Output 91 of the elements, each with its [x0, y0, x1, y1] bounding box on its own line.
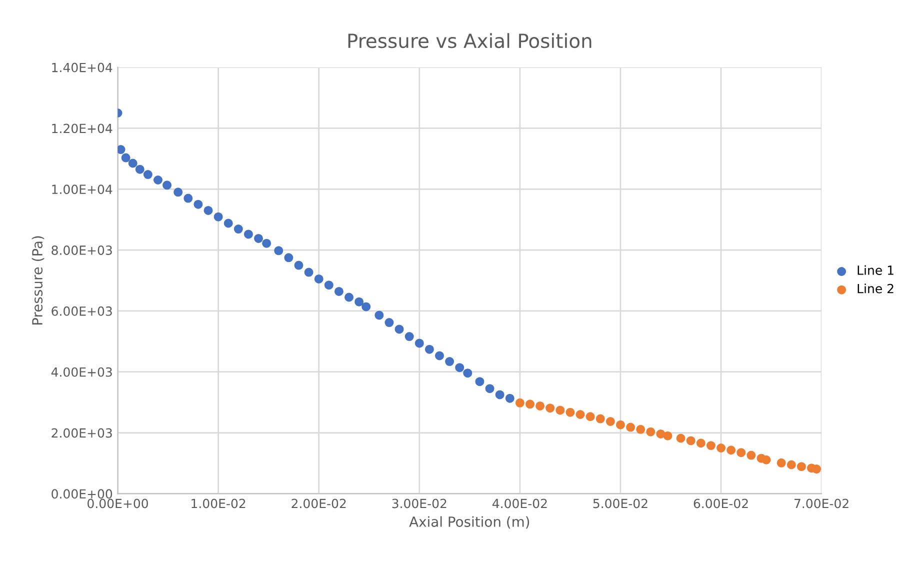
- point: [435, 351, 444, 360]
- point: [153, 176, 162, 184]
- x-tick-label: 6.00E-02: [694, 498, 748, 508]
- point: [118, 145, 126, 154]
- point: [696, 438, 706, 448]
- y-tick-label: 8.00E+03: [52, 246, 112, 255]
- point: [616, 420, 625, 430]
- point: [676, 434, 686, 443]
- y-tick-label: 6.00E+03: [52, 306, 112, 316]
- point: [234, 224, 243, 234]
- x-axis-title: Axial Position (m): [409, 516, 530, 529]
- point: [214, 212, 223, 222]
- point: [274, 246, 284, 256]
- point: [546, 404, 555, 413]
- x-tick-label: 0.00E+00: [88, 498, 148, 508]
- point: [224, 218, 233, 228]
- point: [596, 414, 605, 424]
- point: [505, 394, 514, 403]
- y-tick-label: 1.40E+04: [52, 62, 112, 72]
- y-tick-label: 4.00E+03: [51, 367, 112, 377]
- point: [121, 153, 130, 162]
- point: [354, 297, 364, 306]
- point: [304, 268, 314, 277]
- point: [536, 401, 545, 410]
- point: [244, 230, 253, 239]
- point: [663, 431, 672, 440]
- x-tick-label: 1.00E-02: [192, 498, 246, 508]
- point: [314, 274, 324, 284]
- y-axis-title: Pressure (Pa): [32, 236, 44, 325]
- point: [374, 310, 384, 320]
- point: [812, 464, 822, 474]
- point: [128, 158, 138, 168]
- point: [495, 390, 504, 400]
- point: [324, 280, 334, 290]
- point: [636, 424, 646, 434]
- point: [384, 318, 394, 328]
- point: [463, 368, 472, 378]
- x-tick-label: 2.00E-02: [292, 498, 346, 508]
- point: [525, 400, 534, 409]
- point: [475, 377, 484, 386]
- point: [135, 164, 144, 174]
- point: [762, 455, 771, 464]
- x-tick-label: 3.00E-02: [392, 498, 446, 508]
- point: [736, 448, 746, 458]
- point: [726, 446, 736, 455]
- point: [566, 408, 575, 417]
- x-tick-label: 7.00E-02: [794, 498, 848, 508]
- legend-label: Line 1: [858, 265, 894, 275]
- y-tick-label: 1.20E+04: [52, 124, 112, 134]
- point: [174, 188, 183, 197]
- point: [262, 238, 272, 248]
- point: [455, 363, 464, 372]
- point: [143, 170, 152, 180]
- point: [254, 234, 264, 243]
- point: [394, 324, 404, 334]
- point: [626, 422, 636, 432]
- chart-title: Pressure vs Axial Position: [348, 33, 592, 48]
- point: [686, 436, 696, 446]
- point: [786, 460, 796, 470]
- y-tick-label: 0.00E+00: [52, 489, 112, 499]
- point: [796, 462, 806, 472]
- point: [344, 292, 354, 302]
- y-tick-label: 1.00E+04: [52, 184, 112, 194]
- point: [414, 338, 424, 348]
- point: [162, 180, 172, 190]
- point: [204, 206, 213, 215]
- point: [776, 458, 786, 468]
- point: [485, 384, 494, 394]
- point: [716, 444, 726, 452]
- point: [556, 406, 565, 415]
- point: [746, 450, 756, 460]
- point: [586, 412, 595, 422]
- point: [424, 344, 434, 354]
- point: [706, 441, 716, 450]
- point: [294, 260, 304, 270]
- y-tick-label: 2.00E+03: [52, 428, 112, 438]
- point: [284, 253, 294, 262]
- point: [334, 286, 344, 296]
- point: [194, 200, 203, 209]
- point: [656, 429, 666, 438]
- point: [404, 332, 414, 342]
- point: [445, 357, 454, 366]
- point: [184, 194, 193, 203]
- point: [515, 398, 524, 408]
- x-tick-label: 4.00E-02: [492, 498, 547, 508]
- point: [362, 302, 371, 312]
- point: [606, 417, 615, 426]
- point: [646, 427, 656, 436]
- legend-label: Line 2: [858, 284, 894, 294]
- x-tick-label: 5.00E-02: [593, 498, 648, 508]
- point: [576, 410, 585, 419]
